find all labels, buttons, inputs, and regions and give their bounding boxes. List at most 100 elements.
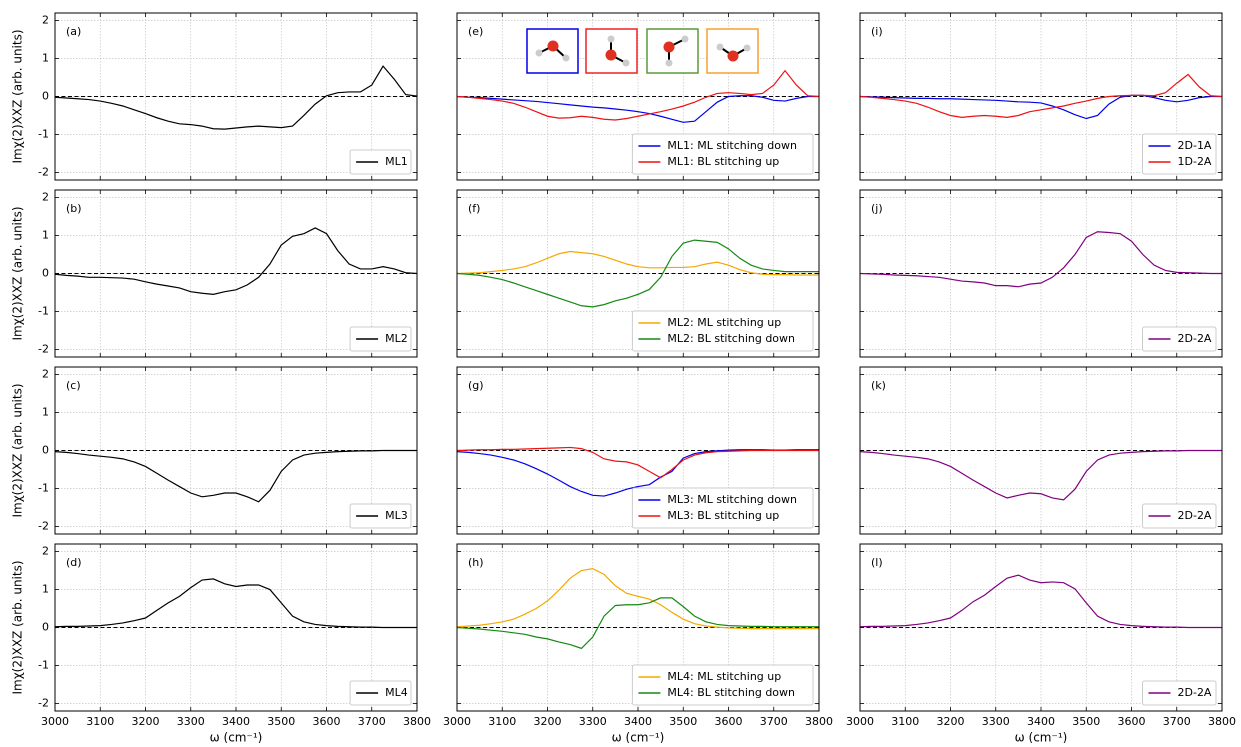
panel: (i) 2D-1A 1D-2A	[859, 12, 1223, 181]
x-tick-label: 3400	[624, 715, 652, 728]
panel-label: (e)	[468, 25, 483, 38]
x-tick-label: 3700	[760, 715, 788, 728]
y-tick-label: 2	[42, 368, 49, 381]
legend-box	[1142, 503, 1217, 529]
x-tick-label: 3100	[891, 715, 919, 728]
series-line	[859, 231, 1222, 288]
legend: ML4	[349, 680, 412, 706]
x-tick-label: 3500	[267, 715, 295, 728]
y-tick-label: -1	[38, 304, 49, 317]
series-line	[456, 568, 819, 630]
series-line	[54, 65, 418, 130]
legend: ML1: ML stitching down ML1: BL stitching …	[631, 133, 814, 175]
legend-box	[349, 326, 412, 352]
legend-box	[349, 149, 412, 175]
legend-label: ML2: BL stitching down	[667, 332, 795, 345]
x-tick-label: 3100	[488, 715, 516, 728]
series-line	[456, 597, 819, 650]
legend: ML3	[349, 503, 412, 529]
x-tick-label: 3400	[1027, 715, 1055, 728]
x-tick-label: 3300	[982, 715, 1010, 728]
y-tick-label: 0	[42, 621, 49, 634]
series-line	[456, 446, 819, 479]
panel: (g) ML3: ML stitching down ML3: BL stitchi…	[456, 366, 820, 535]
legend: ML2: ML stitching up ML2: BL stitching do…	[631, 310, 814, 352]
panel-label: (d)	[66, 556, 82, 569]
legend-label: ML4: BL stitching down	[667, 686, 795, 699]
legend-label: ML2	[385, 332, 408, 345]
legend-label: ML3	[385, 509, 408, 522]
legend-box	[1142, 326, 1217, 352]
x-tick-label: 3200	[534, 715, 562, 728]
panel: -2 -1 0 1 2 (c) Imχ(2)XXZ (arb. units) ML3	[11, 366, 418, 535]
panel: 3000 3100 3200 3300 3400 3500 3600 3700 3800 -2 -1…	[11, 543, 431, 745]
panel-label: (h)	[468, 556, 484, 569]
legend-label: 2D-2A	[1178, 686, 1212, 699]
x-tick-label: 3200	[132, 715, 160, 728]
panel-label: (c)	[66, 379, 81, 392]
legend-label: ML4: ML stitching up	[667, 670, 781, 683]
x-tick-label: 3600	[715, 715, 743, 728]
plot-frame	[859, 543, 1223, 712]
legend-box	[1142, 680, 1217, 706]
inset-molecules	[526, 28, 759, 74]
series-line	[456, 69, 820, 121]
legend: 2D-2A	[1142, 680, 1217, 706]
y-tick-label: 2	[42, 14, 49, 27]
y-tick-label: 1	[42, 406, 49, 419]
panel: (j) 2D-2A	[859, 189, 1223, 358]
series-line	[54, 578, 417, 629]
legend-box	[631, 664, 814, 706]
x-tick-label: 3000	[41, 715, 69, 728]
x-axis-label: ω (cm⁻¹)	[1015, 731, 1068, 744]
legend-label: ML3: ML stitching down	[667, 493, 797, 506]
x-axis-label: ω (cm⁻¹)	[612, 731, 665, 744]
panel-label: (f)	[468, 202, 480, 215]
x-tick-label: 3700	[1163, 715, 1191, 728]
legend-box	[349, 680, 412, 706]
y-tick-label: 0	[42, 444, 49, 457]
plot-frame	[456, 366, 820, 535]
plot-frame	[859, 366, 1223, 535]
plot-frame	[859, 12, 1223, 181]
x-tick-label: 3300	[177, 715, 205, 728]
y-tick-label: 0	[42, 90, 49, 103]
x-tick-label: 3300	[579, 715, 607, 728]
legend: ML3: ML stitching down ML3: BL stitching …	[631, 487, 814, 529]
y-axis-label: Imχ(2)XXZ (arb. units)	[11, 560, 25, 694]
plot-frame	[54, 366, 418, 535]
series-line	[859, 574, 1222, 629]
panel-label: (g)	[468, 379, 484, 392]
panel: (f) ML2: ML stitching up ML2: BL stitching…	[456, 189, 820, 358]
x-tick-label: 3100	[86, 715, 114, 728]
x-tick-label: 3500	[669, 715, 697, 728]
series-line	[859, 449, 1222, 501]
legend-label: ML2: ML stitching up	[667, 316, 781, 329]
legend-box	[631, 133, 814, 175]
panel-label: (l)	[871, 556, 883, 569]
y-tick-label: 1	[42, 583, 49, 596]
legend-label: ML1: ML stitching down	[667, 139, 797, 152]
legend-box	[631, 487, 814, 529]
panel: 3000 3100 3200 3300 3400 3500 3600 3700 3800 (l) ω…	[846, 543, 1236, 745]
plot-frame	[54, 12, 418, 181]
panel: -2 -1 0 1 2 (a) Imχ(2)XXZ (arb. units) ML1	[11, 12, 418, 181]
legend-label: ML1: BL stitching up	[667, 155, 779, 168]
y-tick-label: 0	[42, 267, 49, 280]
legend: 2D-2A	[1142, 503, 1217, 529]
x-tick-label: 3800	[403, 715, 431, 728]
panel: (k) 2D-2A	[859, 366, 1223, 535]
y-tick-label: -1	[38, 127, 49, 140]
y-axis-label: Imχ(2)XXZ (arb. units)	[11, 29, 25, 163]
panel: (e) ML1: ML stitching down ML1: BL stitchi…	[456, 12, 820, 181]
legend-label: 1D-2A	[1178, 155, 1212, 168]
x-tick-label: 3000	[443, 715, 471, 728]
panel-label: (k)	[871, 379, 886, 392]
x-tick-label: 3400	[222, 715, 250, 728]
y-axis-label: Imχ(2)XXZ (arb. units)	[11, 206, 25, 340]
series-line	[54, 227, 418, 295]
x-tick-label: 3700	[358, 715, 386, 728]
y-tick-label: -2	[38, 519, 49, 532]
series-line	[859, 73, 1223, 118]
x-tick-label: 3200	[937, 715, 965, 728]
